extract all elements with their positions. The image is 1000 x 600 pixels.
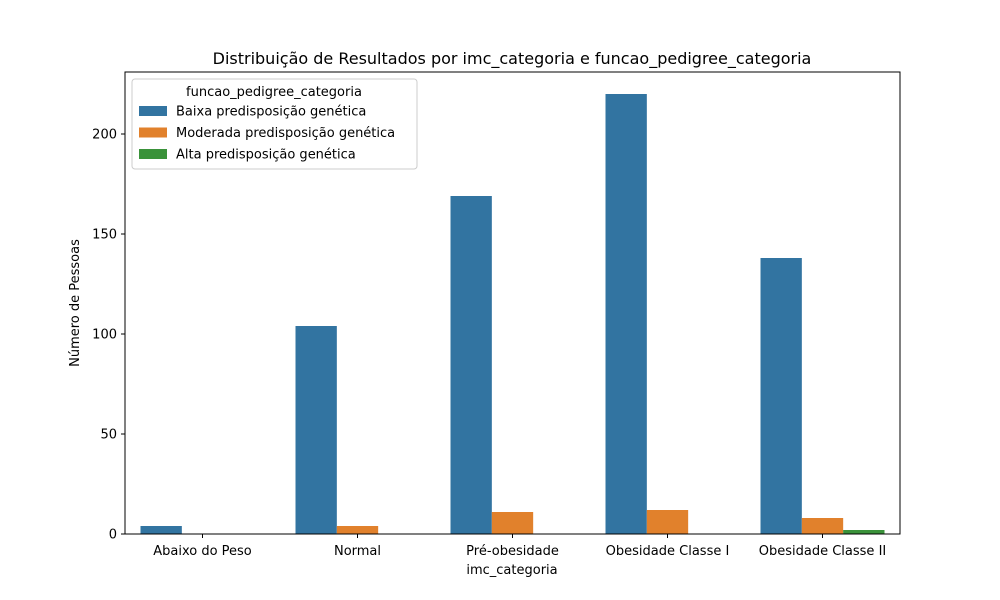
legend-swatch xyxy=(139,149,167,159)
legend-label: Baixa predisposição genética xyxy=(176,105,366,120)
x-axis: Abaixo do Peso Normal Pré-obesidade Obesida… xyxy=(153,534,886,559)
x-tick-label: Obesidade Classe I xyxy=(606,544,730,559)
legend-title: funcao_pedigree_categoria xyxy=(186,85,362,100)
legend-label: Alta predisposição genética xyxy=(176,148,356,163)
y-tick-label: 150 xyxy=(92,228,117,243)
y-tick-label: 50 xyxy=(100,428,117,443)
legend-swatch xyxy=(139,106,167,116)
bar-1-2 xyxy=(295,326,337,534)
x-tick-label: Obesidade Classe II xyxy=(759,544,886,559)
y-axis: 0 50 100 150 200 xyxy=(92,128,125,543)
bars-layer xyxy=(140,94,885,534)
legend-box xyxy=(131,78,418,170)
legend: funcao_pedigree_categoria Baixa predispo… xyxy=(131,78,418,170)
bar-1-3 xyxy=(450,196,492,534)
bar-2-4 xyxy=(646,510,689,534)
x-tick-label: Abaixo do Peso xyxy=(153,544,252,559)
legend-label: Moderada predisposição genética xyxy=(176,126,395,141)
y-tick-label: 0 xyxy=(109,528,117,543)
legend-items: Baixa predisposição genética Moderada pre… xyxy=(139,105,395,163)
bar-2-3 xyxy=(491,512,534,534)
x-tick-label: Normal xyxy=(334,544,381,559)
x-tick-label: Pré-obesidade xyxy=(466,544,559,559)
y-tick-label: 100 xyxy=(92,328,117,343)
bar-1-1 xyxy=(140,526,182,534)
y-tick-label: 200 xyxy=(92,128,117,143)
bar-2-2 xyxy=(336,526,379,534)
y-axis-label: Número de Pessoas xyxy=(68,239,83,367)
chart-title: Distribuição de Resultados por imc_categ… xyxy=(213,49,812,69)
bar-1-5 xyxy=(760,258,802,534)
legend-swatch xyxy=(139,127,167,138)
bar-3-5 xyxy=(843,530,885,534)
x-axis-label: imc_categoria xyxy=(466,563,557,578)
bar-1-4 xyxy=(605,94,647,534)
bar-2-5 xyxy=(801,518,844,534)
